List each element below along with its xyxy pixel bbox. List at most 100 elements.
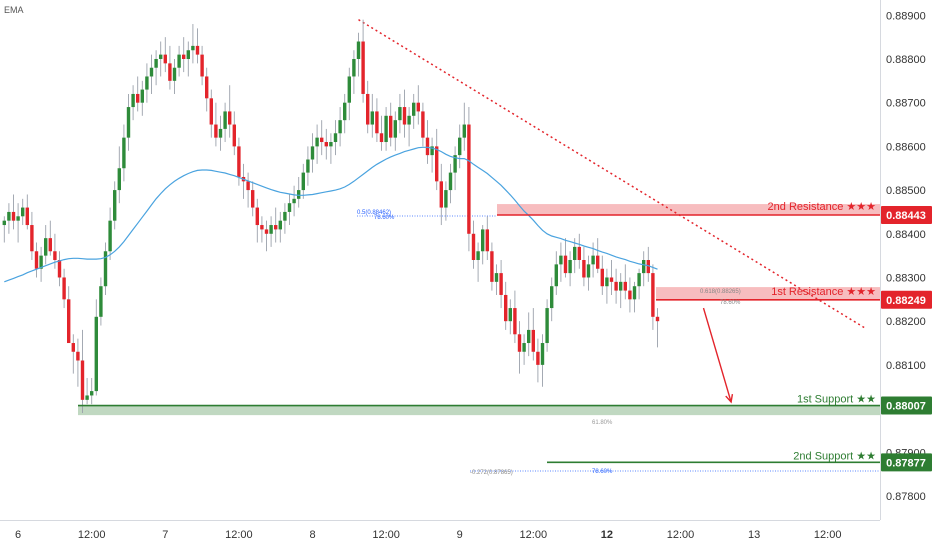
candle: [490, 251, 494, 282]
price-label-box: [881, 453, 932, 472]
candle: [361, 41, 365, 94]
candle: [136, 93, 140, 103]
fib-label: -0.272(0.87865): [470, 470, 513, 476]
candle: [600, 268, 604, 287]
candle: [195, 45, 200, 55]
indicator-label: EMA: [4, 5, 24, 15]
candle: [623, 281, 627, 291]
candle: [159, 54, 163, 59]
candle: [338, 120, 342, 134]
candle: [53, 251, 57, 260]
candle: [347, 76, 351, 103]
candle: [209, 98, 213, 125]
candle: [545, 308, 549, 344]
candle: [287, 203, 292, 212]
candle: [113, 190, 117, 221]
fib-label: 61.80%: [592, 420, 613, 426]
candle: [191, 45, 195, 51]
candle: [186, 50, 190, 59]
candle: [476, 251, 480, 260]
candle: [11, 211, 16, 221]
projection-arrow-head: [725, 394, 734, 404]
candle: [453, 155, 457, 173]
candle: [389, 115, 393, 138]
candle: [320, 137, 324, 143]
zone-band: [497, 204, 880, 215]
candle: [228, 111, 232, 125]
candle: [356, 41, 361, 59]
candle: [596, 255, 600, 269]
zone-band: [656, 287, 880, 300]
candle: [343, 102, 347, 121]
candle: [481, 229, 485, 252]
candle: [16, 216, 20, 221]
price-label-box: [881, 205, 932, 224]
x-tick-label: 7: [162, 529, 168, 541]
candle: [310, 146, 315, 160]
candle: [655, 316, 660, 322]
candle: [632, 286, 637, 300]
x-tick-label: 12:00: [78, 529, 106, 541]
price-label: 0.88007: [886, 401, 926, 413]
candle: [379, 133, 384, 143]
price-label-box: [881, 396, 932, 415]
trendline-layer: [357, 19, 880, 472]
candle: [573, 246, 577, 260]
candle: [485, 229, 489, 252]
candle: [182, 54, 186, 59]
zone-label: 1st Resistance ★★★: [771, 286, 876, 298]
candle: [62, 277, 66, 300]
candle: [352, 58, 356, 77]
candle: [292, 198, 296, 204]
candle: [90, 391, 94, 396]
x-tick-label: 12:00: [667, 529, 695, 541]
candle: [177, 54, 181, 68]
candle: [99, 286, 103, 317]
candle: [628, 290, 632, 300]
zone-bands: [78, 204, 880, 416]
trendline: [358, 19, 865, 329]
candle: [76, 351, 80, 361]
zone-lines: 2nd Resistance ★★★ 1st Resistance ★★★ 1st …: [78, 201, 880, 476]
candle: [527, 329, 531, 344]
candle: [586, 264, 591, 278]
candle: [637, 273, 641, 287]
candle: [444, 190, 448, 208]
candle: [605, 277, 609, 287]
candle: [416, 102, 420, 112]
candle: [398, 107, 402, 121]
x-tick-label: 12:00: [814, 529, 842, 541]
candle: [499, 273, 503, 295]
candle: [149, 67, 154, 77]
candle: [425, 137, 430, 156]
candle: [223, 111, 227, 129]
fib-label: 0.618(0.88265): [700, 289, 741, 295]
candle: [435, 146, 439, 182]
candle: [260, 225, 264, 230]
candle: [439, 181, 443, 208]
candle: [218, 128, 223, 138]
candle: [375, 111, 379, 134]
zone-label: 2nd Support ★★: [793, 450, 876, 462]
y-tick-label: 0.88100: [886, 360, 926, 372]
y-tick-label: 0.88500: [886, 185, 926, 197]
candle: [619, 281, 623, 291]
candle: [550, 286, 554, 309]
price-label-box: [881, 290, 932, 309]
x-tick-label: 12:00: [520, 529, 548, 541]
candle: [214, 124, 218, 138]
candle: [85, 395, 89, 400]
candle: [21, 207, 25, 217]
candle: [48, 238, 52, 252]
ema-line: [4, 146, 658, 283]
candle: [269, 225, 273, 234]
candle: [168, 63, 172, 81]
candle: [30, 225, 34, 252]
candle: [2, 220, 6, 226]
y-tick-label: 0.88600: [886, 141, 926, 153]
candle: [324, 142, 328, 147]
candle: [563, 255, 568, 274]
candle: [591, 255, 595, 265]
projection-arrow: [702, 307, 732, 403]
